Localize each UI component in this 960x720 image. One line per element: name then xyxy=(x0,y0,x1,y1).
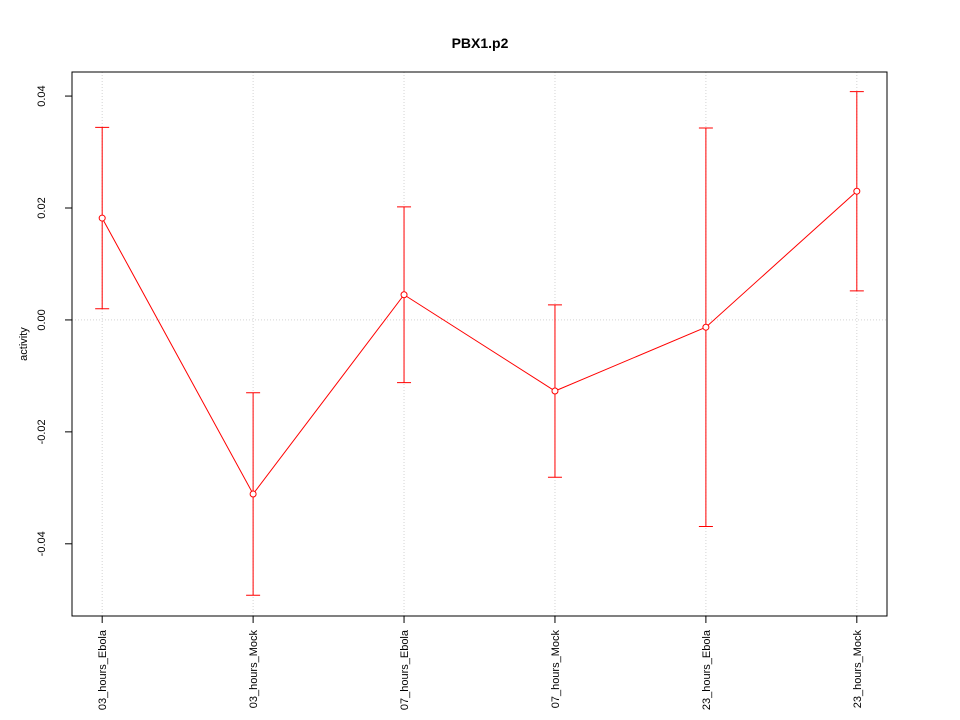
point xyxy=(249,490,257,498)
x-tick-label: 07_hours_Ebola xyxy=(399,629,411,710)
chart-title: PBX1.p2 xyxy=(452,35,509,51)
y-tick-label: 0.00 xyxy=(36,309,48,330)
point xyxy=(98,214,106,222)
point xyxy=(702,323,710,331)
point xyxy=(551,387,559,395)
x-tick-label: 23_hours_Mock xyxy=(852,630,864,709)
y-tick-label: 0.02 xyxy=(36,197,48,218)
y-tick-label: -0.04 xyxy=(36,531,48,556)
plot-border xyxy=(71,71,888,617)
y-tick-label: 0.04 xyxy=(36,85,48,106)
x-tick-label: 07_hours_Mock xyxy=(550,630,562,709)
x-tick-label: 03_hours_Mock xyxy=(248,630,260,709)
point xyxy=(853,187,861,195)
series-line xyxy=(101,190,858,495)
x-tick-label: 23_hours_Ebola xyxy=(701,629,713,710)
x-tick-label: 03_hours_Ebola xyxy=(97,629,109,710)
y-tick-label: -0.02 xyxy=(36,419,48,444)
point xyxy=(400,291,408,299)
y-axis-label: activity xyxy=(18,327,30,361)
